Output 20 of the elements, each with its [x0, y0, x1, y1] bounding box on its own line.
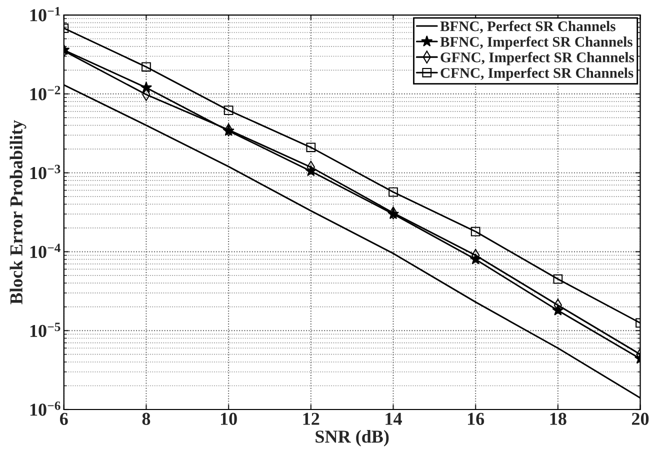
legend-label: BFNC, Perfect SR Channels [440, 20, 616, 34]
y-tick-label: 10$^{−4}$ [30, 244, 60, 258]
x-tick-label: 10 [220, 412, 237, 425]
legend-label: GFNC, Imperfect SR Channels [440, 52, 634, 66]
x-tick-label: 6 [60, 412, 68, 425]
y-axis-title: Block Error Probability [10, 120, 26, 304]
y-tick-label: 10$^{−6}$ [30, 402, 60, 416]
x-tick-label: 12 [303, 412, 320, 425]
y-tick-label: 10$^{−1}$ [30, 7, 60, 22]
x-tick-label: 8 [142, 412, 150, 425]
y-tick-label: 10$^{−2}$ [30, 86, 60, 100]
legend-label: CFNC, Imperfect SR Channels [440, 67, 634, 81]
x-tick-label: 14 [386, 412, 402, 425]
x-tick-label: 20 [632, 412, 649, 425]
x-axis-title: SNR (dB) [316, 430, 389, 446]
y-tick-label: 10$^{−3}$ [30, 164, 60, 180]
x-tick-label: 18 [550, 412, 566, 425]
legend-label: BFNC, Imperfect SR Channels [440, 36, 632, 50]
x-tick-label: 16 [468, 412, 484, 425]
y-tick-label: 10$^{−5}$ [30, 322, 60, 338]
